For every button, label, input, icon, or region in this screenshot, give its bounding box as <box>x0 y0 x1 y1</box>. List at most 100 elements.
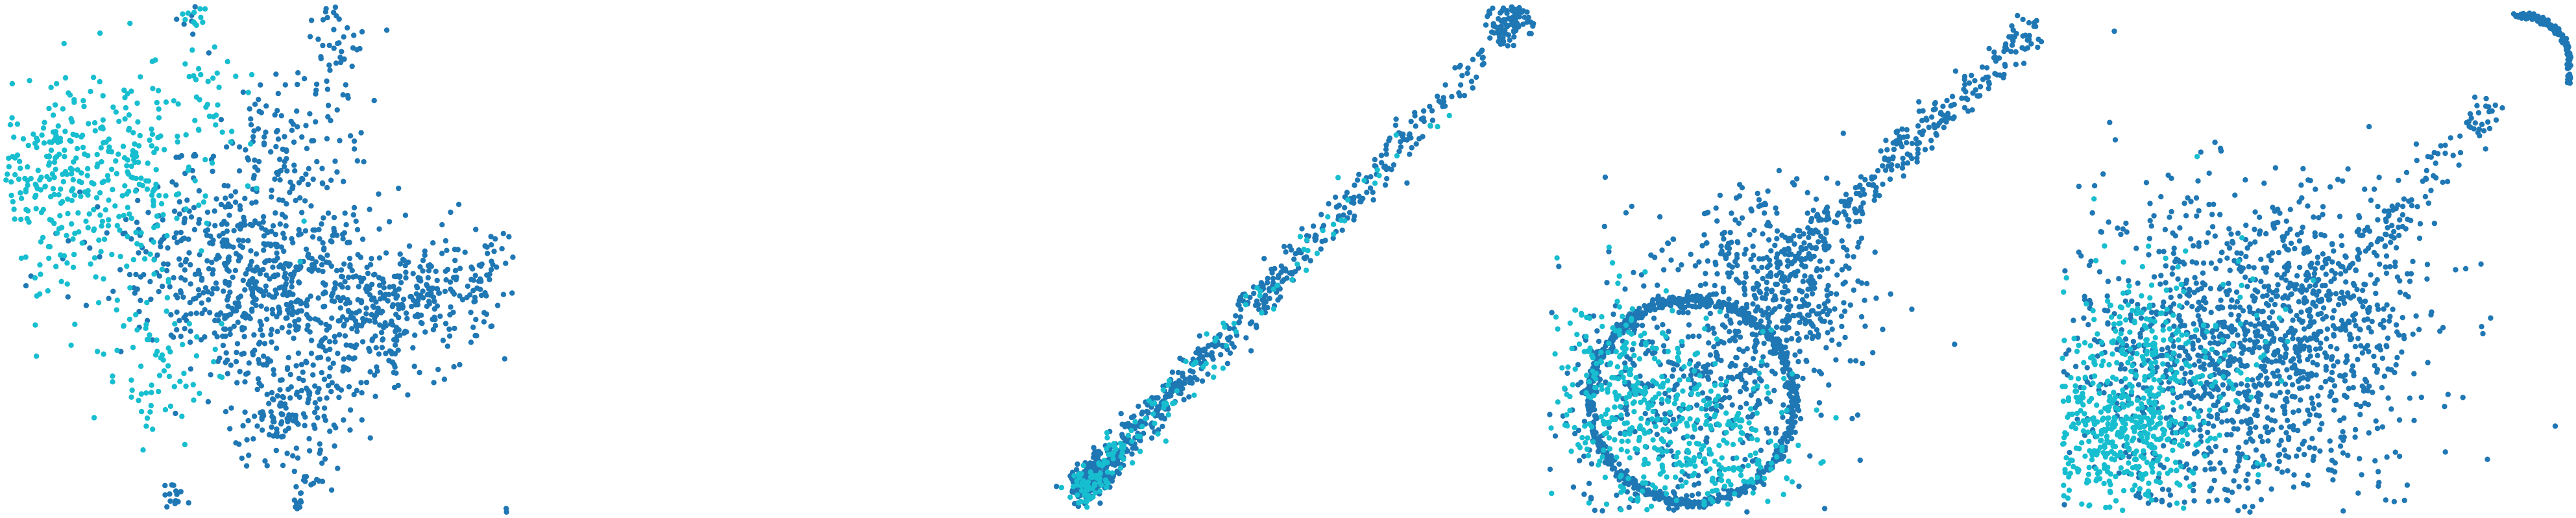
point <box>1110 471 1115 476</box>
point <box>1128 428 1134 433</box>
point <box>1294 262 1300 267</box>
point <box>151 197 156 203</box>
point <box>1666 506 1671 511</box>
point <box>1282 244 1287 249</box>
point <box>1601 447 1606 452</box>
point <box>1744 509 1749 514</box>
point <box>1429 108 1435 113</box>
point <box>273 71 278 77</box>
point <box>1678 408 1683 413</box>
point <box>80 240 85 245</box>
point <box>245 418 250 423</box>
point <box>1884 147 1889 153</box>
point <box>224 144 229 149</box>
point <box>49 140 55 145</box>
point <box>280 325 285 330</box>
point <box>1656 359 1661 364</box>
point <box>259 322 264 327</box>
point <box>1793 296 1798 301</box>
point <box>1224 343 1229 349</box>
point <box>420 258 426 263</box>
point <box>275 172 280 177</box>
point <box>87 211 92 216</box>
point <box>1605 461 1610 466</box>
point <box>124 264 129 269</box>
point <box>470 325 476 330</box>
point <box>211 154 216 159</box>
point <box>2026 20 2032 25</box>
point <box>1769 460 1774 465</box>
point <box>2001 49 2006 54</box>
point <box>415 314 420 319</box>
point <box>160 267 165 272</box>
point <box>243 371 249 376</box>
point <box>1689 391 1694 396</box>
point <box>490 262 495 267</box>
point <box>230 275 236 280</box>
point <box>88 262 93 267</box>
point <box>1914 136 1919 142</box>
point <box>1149 436 1154 441</box>
point <box>192 118 197 123</box>
point <box>1664 497 1670 502</box>
point <box>431 299 437 304</box>
point <box>163 407 168 412</box>
point <box>1859 236 1864 241</box>
point <box>1840 281 1845 286</box>
point <box>188 281 193 286</box>
point <box>1269 270 1274 275</box>
point <box>326 356 331 362</box>
point <box>1810 308 1816 314</box>
point <box>1790 380 1795 385</box>
point <box>1725 501 1731 506</box>
point <box>1085 493 1090 498</box>
point <box>1681 310 1686 315</box>
point <box>197 391 202 396</box>
point <box>331 10 336 15</box>
point <box>36 167 41 173</box>
point <box>64 260 69 265</box>
point <box>313 400 318 405</box>
point <box>79 134 84 140</box>
point <box>1081 463 1086 468</box>
point <box>138 133 143 138</box>
point <box>326 374 332 379</box>
point <box>1079 471 1084 476</box>
point <box>144 300 149 305</box>
point <box>1814 197 1819 202</box>
point <box>1686 404 1692 410</box>
point <box>1727 364 1732 369</box>
point <box>315 36 321 42</box>
point <box>122 95 127 100</box>
point <box>1459 73 1464 78</box>
point <box>1612 404 1617 410</box>
point <box>87 245 92 251</box>
point <box>212 318 217 323</box>
point <box>251 129 256 134</box>
point <box>337 55 343 60</box>
point <box>1748 257 1753 262</box>
point <box>91 415 97 420</box>
point <box>417 264 422 269</box>
point <box>1814 408 1819 413</box>
point <box>326 62 332 68</box>
point <box>283 261 288 266</box>
point <box>1794 176 1799 181</box>
point <box>1592 508 1598 513</box>
point <box>376 191 381 197</box>
point <box>125 169 130 175</box>
point <box>199 278 204 283</box>
point <box>1481 55 1486 60</box>
point <box>329 239 334 244</box>
point <box>1789 336 1794 341</box>
point <box>1677 377 1682 382</box>
point <box>349 326 354 331</box>
point <box>471 299 476 304</box>
point <box>109 252 114 257</box>
point <box>1808 330 1813 335</box>
point <box>380 277 385 282</box>
point <box>358 254 363 260</box>
point <box>233 73 238 79</box>
point <box>1729 210 1734 216</box>
point <box>267 277 272 282</box>
